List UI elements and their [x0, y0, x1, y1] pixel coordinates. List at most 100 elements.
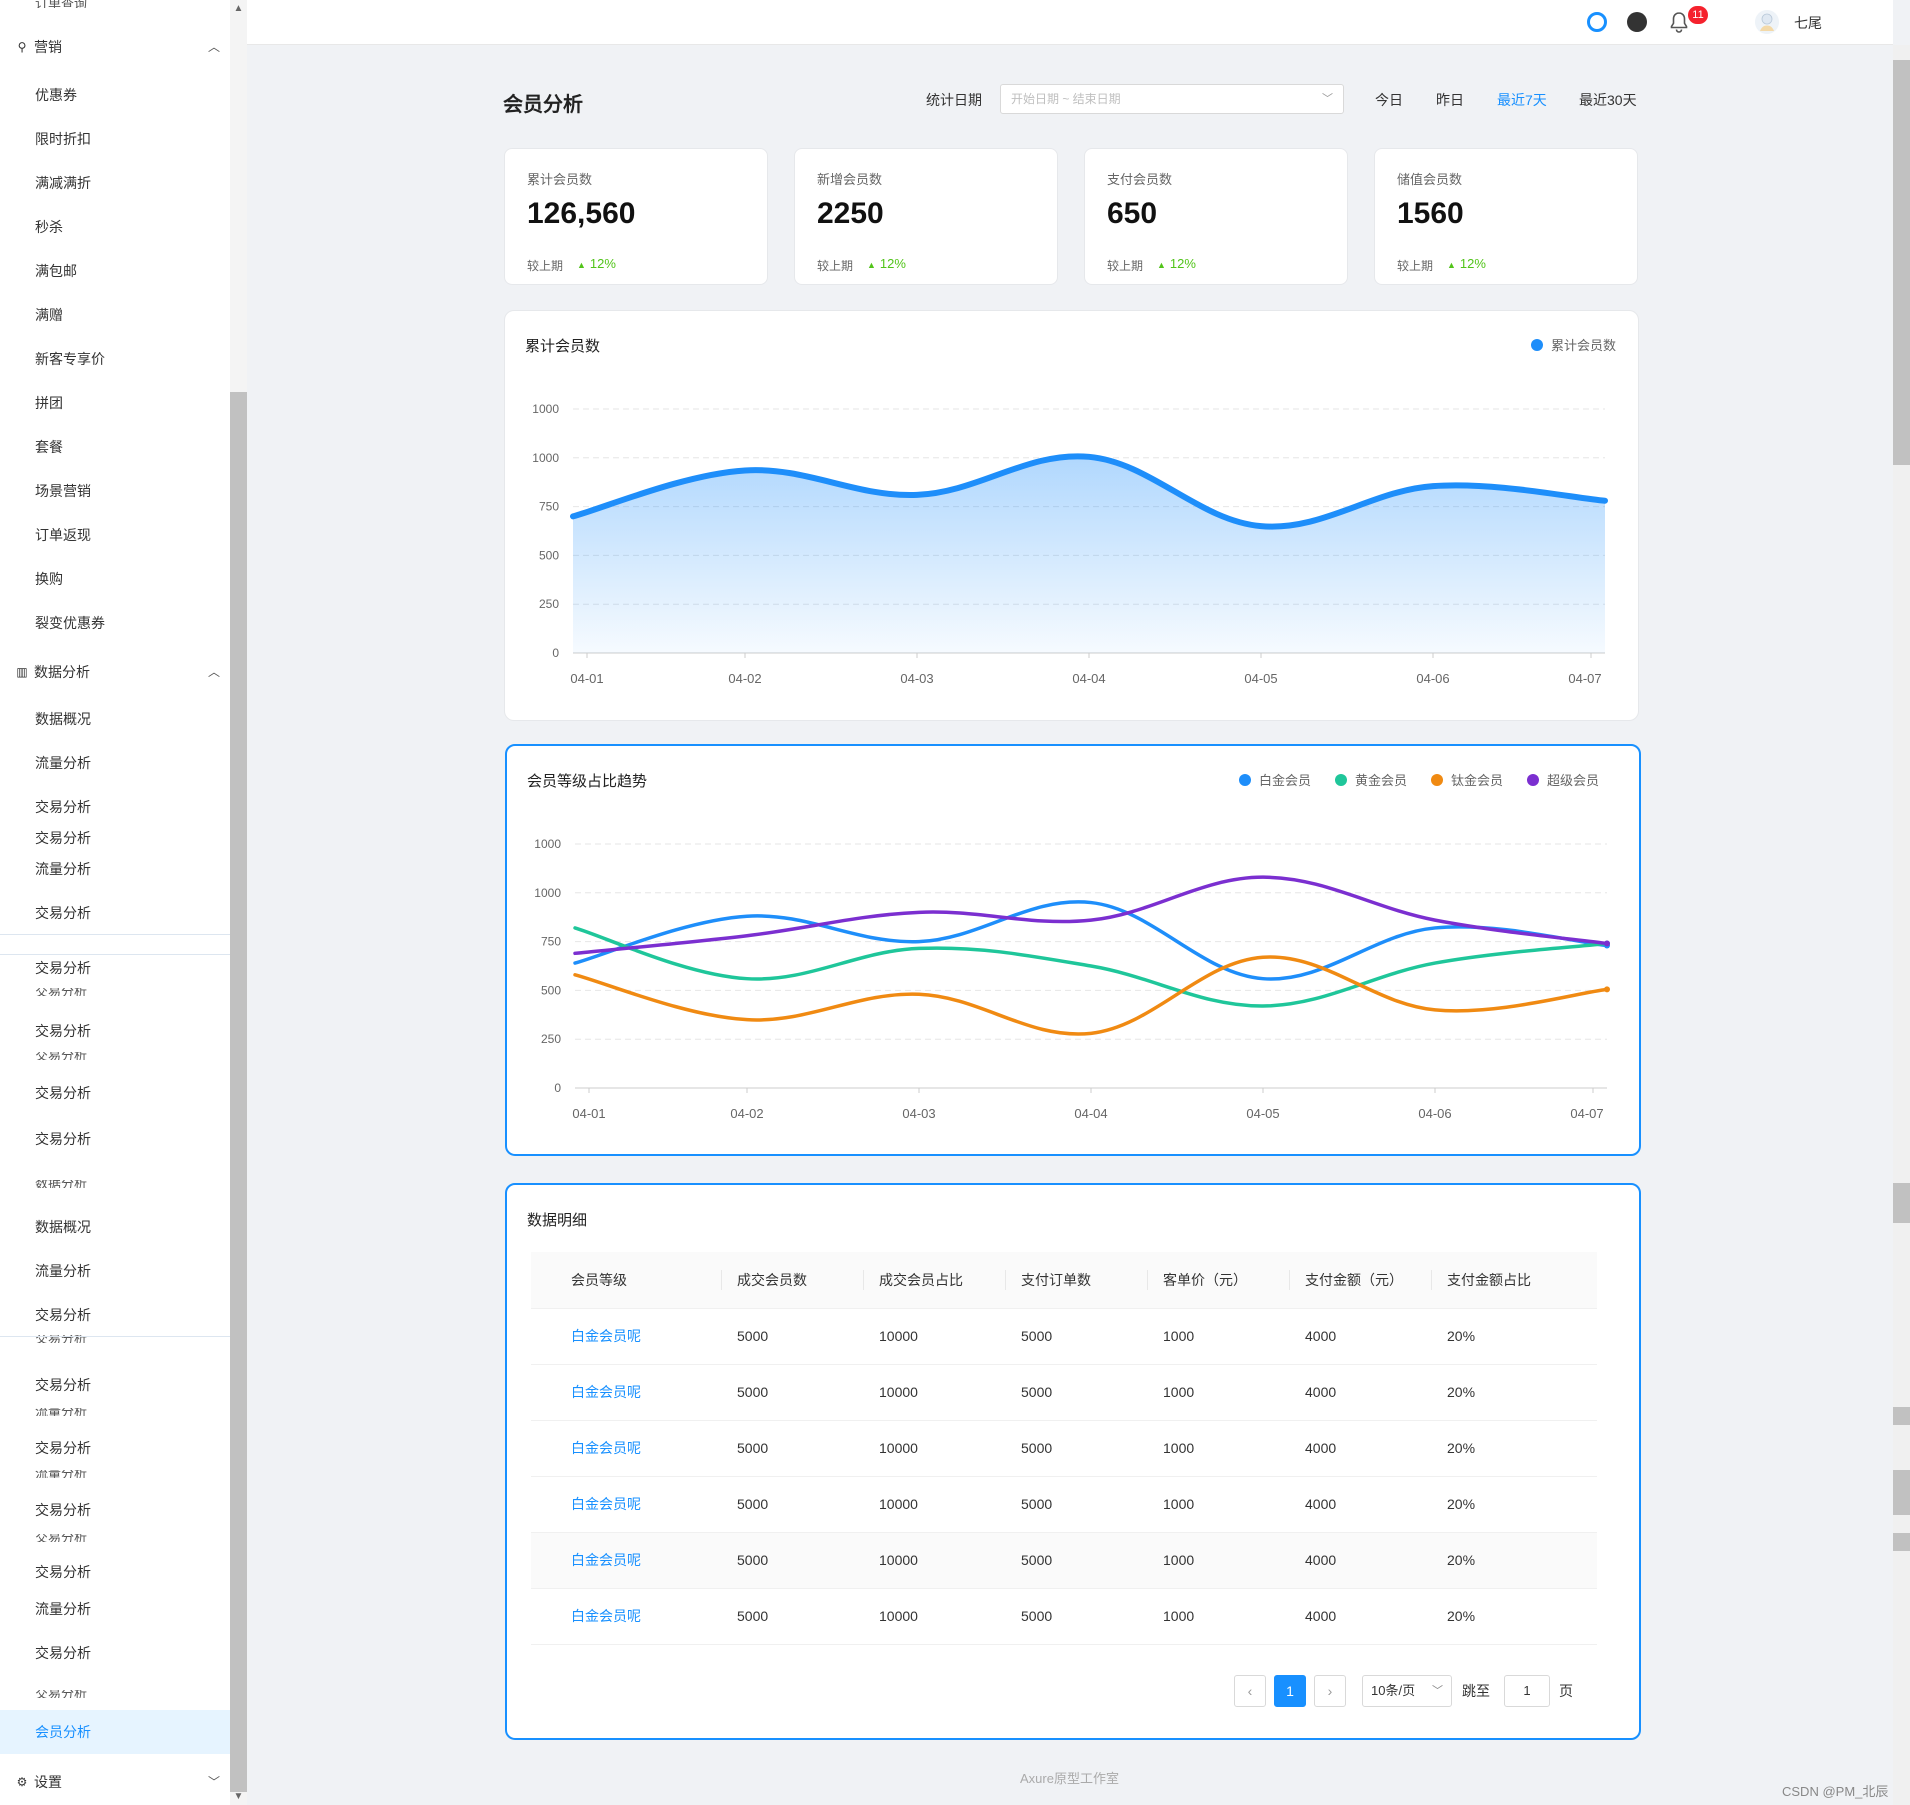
- sidebar-item[interactable]: 优惠券: [35, 87, 77, 103]
- sidebar-item[interactable]: 拼团: [35, 395, 63, 411]
- y-tick-label: 1000: [532, 402, 559, 416]
- quick-range-button[interactable]: 昨日: [1436, 92, 1464, 108]
- sidebar-item[interactable]: 交易分析: [35, 830, 91, 846]
- table-cell: 20%: [1431, 1476, 1597, 1533]
- sidebar-item[interactable]: 交易分析: [35, 1023, 91, 1039]
- sidebar-item[interactable]: 订单返现: [35, 527, 91, 543]
- theme-dark-icon[interactable]: [1627, 12, 1647, 32]
- y-tick-label: 250: [539, 597, 559, 611]
- sidebar-item-partial[interactable]: 流量分析: [35, 1408, 88, 1416]
- sidebar-item-partial[interactable]: 交易分析: [35, 988, 88, 996]
- sidebar-scroll-thumb[interactable]: [230, 392, 247, 1792]
- sidebar-item-partial[interactable]: 交易分析: [35, 1534, 88, 1542]
- table-cell: 4000: [1289, 1476, 1431, 1533]
- series-line[interactable]: [573, 900, 1609, 981]
- sidebar-item[interactable]: 交易分析: [35, 905, 91, 921]
- y-tick-label: 750: [541, 935, 561, 949]
- sidebar-item[interactable]: 数据概况: [35, 1219, 91, 1235]
- series-line[interactable]: [573, 875, 1609, 956]
- sidebar-item-partial[interactable]: 流量分析: [35, 1470, 88, 1478]
- scroll-up-icon[interactable]: ▲: [233, 3, 244, 14]
- sidebar-item[interactable]: 交易分析: [35, 1564, 91, 1580]
- sidebar-item[interactable]: 换购: [35, 571, 63, 587]
- sidebar-item-partial[interactable]: 订单查询: [35, 0, 88, 8]
- sidebar-item[interactable]: 场景营销: [35, 483, 91, 499]
- next-page-button[interactable]: ›: [1314, 1675, 1346, 1707]
- sidebar-item[interactable]: 交易分析: [35, 1502, 91, 1518]
- sidebar-item[interactable]: 数据概况: [35, 711, 91, 727]
- series-line[interactable]: [573, 955, 1609, 1036]
- sidebar-item[interactable]: 交易分析: [35, 1307, 91, 1323]
- sidebar-group-marketing[interactable]: ⚲ 营销 ︿: [0, 32, 230, 62]
- sidebar-item[interactable]: 满赠: [35, 307, 63, 323]
- sidebar-item[interactable]: 交易分析: [35, 960, 91, 976]
- sidebar-group-data_analysis[interactable]: ▥ 数据分析 ︿: [0, 657, 230, 687]
- series-line[interactable]: [570, 453, 1608, 530]
- x-tick-label: 04-07: [1568, 671, 1601, 686]
- sidebar-item[interactable]: 流量分析: [35, 861, 91, 877]
- legend-item[interactable]: 黄金会员: [1334, 770, 1407, 789]
- sidebar-item[interactable]: 交易分析: [35, 1131, 91, 1147]
- sidebar-item[interactable]: 套餐: [35, 439, 63, 455]
- sidebar-item[interactable]: 限时折扣: [35, 131, 91, 147]
- sidebar-scrollbar[interactable]: ▲ ▼: [230, 0, 247, 1805]
- username[interactable]: 七尾: [1794, 15, 1822, 31]
- sidebar-group-settings[interactable]: ⚙ 设置 ﹀: [0, 1767, 230, 1797]
- chart-icon: ▥: [16, 665, 28, 679]
- page-suffix: 页: [1559, 1683, 1573, 1699]
- sidebar-item[interactable]: 满减满折: [35, 175, 91, 191]
- quick-range-button[interactable]: 今日: [1375, 92, 1403, 108]
- x-tick-label: 04-03: [902, 1106, 935, 1121]
- bell-icon[interactable]: [1667, 10, 1691, 34]
- table-cell: 20%: [1431, 1308, 1597, 1365]
- member-level-link[interactable]: 白金会员呢: [531, 1308, 721, 1365]
- sidebar-item-partial[interactable]: 数据分析: [35, 1180, 88, 1188]
- scroll-down-icon[interactable]: ▼: [233, 1791, 244, 1802]
- sidebar-item[interactable]: 交易分析: [35, 1085, 91, 1101]
- y-tick-label: 500: [541, 983, 561, 997]
- data-point[interactable]: [1604, 986, 1610, 993]
- member-level-link[interactable]: 白金会员呢: [531, 1532, 721, 1589]
- sidebar-item[interactable]: 交易分析: [35, 1377, 91, 1393]
- chart-plot: 0 250 500 750 1000 1000 04-01 04-02 04-03 04-04 04…: [534, 837, 1610, 1121]
- legend-item[interactable]: 白金会员: [1238, 770, 1311, 789]
- date-range-picker[interactable]: 开始日期 ~ 结束日期 ﹀: [1000, 84, 1344, 114]
- sidebar-item[interactable]: 流量分析: [35, 1263, 91, 1279]
- sidebar-item-partial[interactable]: 交易分析: [35, 1335, 88, 1343]
- member-level-link[interactable]: 白金会员呢: [531, 1476, 721, 1533]
- quick-range-button[interactable]: 最近7天: [1497, 92, 1547, 108]
- sidebar-item[interactable]: 交易分析: [35, 799, 91, 815]
- legend-item[interactable]: 累计会员数: [1530, 335, 1616, 354]
- sidebar-item[interactable]: 交易分析: [35, 1440, 91, 1456]
- legend-item[interactable]: 超级会员: [1526, 770, 1599, 789]
- sidebar-item[interactable]: 流量分析: [35, 755, 91, 771]
- series-line[interactable]: [573, 926, 1609, 1008]
- sidebar-item[interactable]: 裂变优惠券: [35, 615, 105, 631]
- page-size-select[interactable]: 10条/页 ﹀: [1362, 1675, 1452, 1707]
- sidebar-item-member-analysis[interactable]: 会员分析: [0, 1710, 230, 1754]
- theme-light-icon[interactable]: [1587, 12, 1607, 32]
- jump-page-input[interactable]: 1: [1504, 1675, 1550, 1707]
- stat-value: 1560: [1397, 197, 1464, 230]
- series-area: [573, 456, 1605, 653]
- page-scrollbar[interactable]: [1893, 45, 1910, 1805]
- sidebar-item[interactable]: 满包邮: [35, 263, 77, 279]
- avatar[interactable]: [1755, 10, 1779, 34]
- page-number-button[interactable]: 1: [1274, 1675, 1306, 1707]
- prev-page-button[interactable]: ‹: [1234, 1675, 1266, 1707]
- sidebar-item[interactable]: 交易分析: [35, 1645, 91, 1661]
- sidebar-divider: [0, 954, 230, 955]
- sidebar-item[interactable]: 秒杀: [35, 219, 63, 235]
- page-scroll-thumb[interactable]: [1893, 60, 1910, 465]
- quick-range-button[interactable]: 最近30天: [1579, 92, 1637, 108]
- sidebar-item[interactable]: 新客专享价: [35, 351, 105, 367]
- sidebar-item-partial[interactable]: 交易分析: [35, 1690, 88, 1698]
- data-point[interactable]: [1604, 940, 1610, 947]
- sidebar-item[interactable]: 流量分析: [35, 1601, 91, 1617]
- legend-item[interactable]: 钛金会员: [1430, 770, 1503, 789]
- stat-trend: ▲ 12%: [1447, 256, 1486, 271]
- member-level-link[interactable]: 白金会员呢: [531, 1588, 721, 1645]
- sidebar-item-partial[interactable]: 交易分析: [35, 1052, 88, 1060]
- member-level-link[interactable]: 白金会员呢: [531, 1420, 721, 1477]
- member-level-link[interactable]: 白金会员呢: [531, 1364, 721, 1421]
